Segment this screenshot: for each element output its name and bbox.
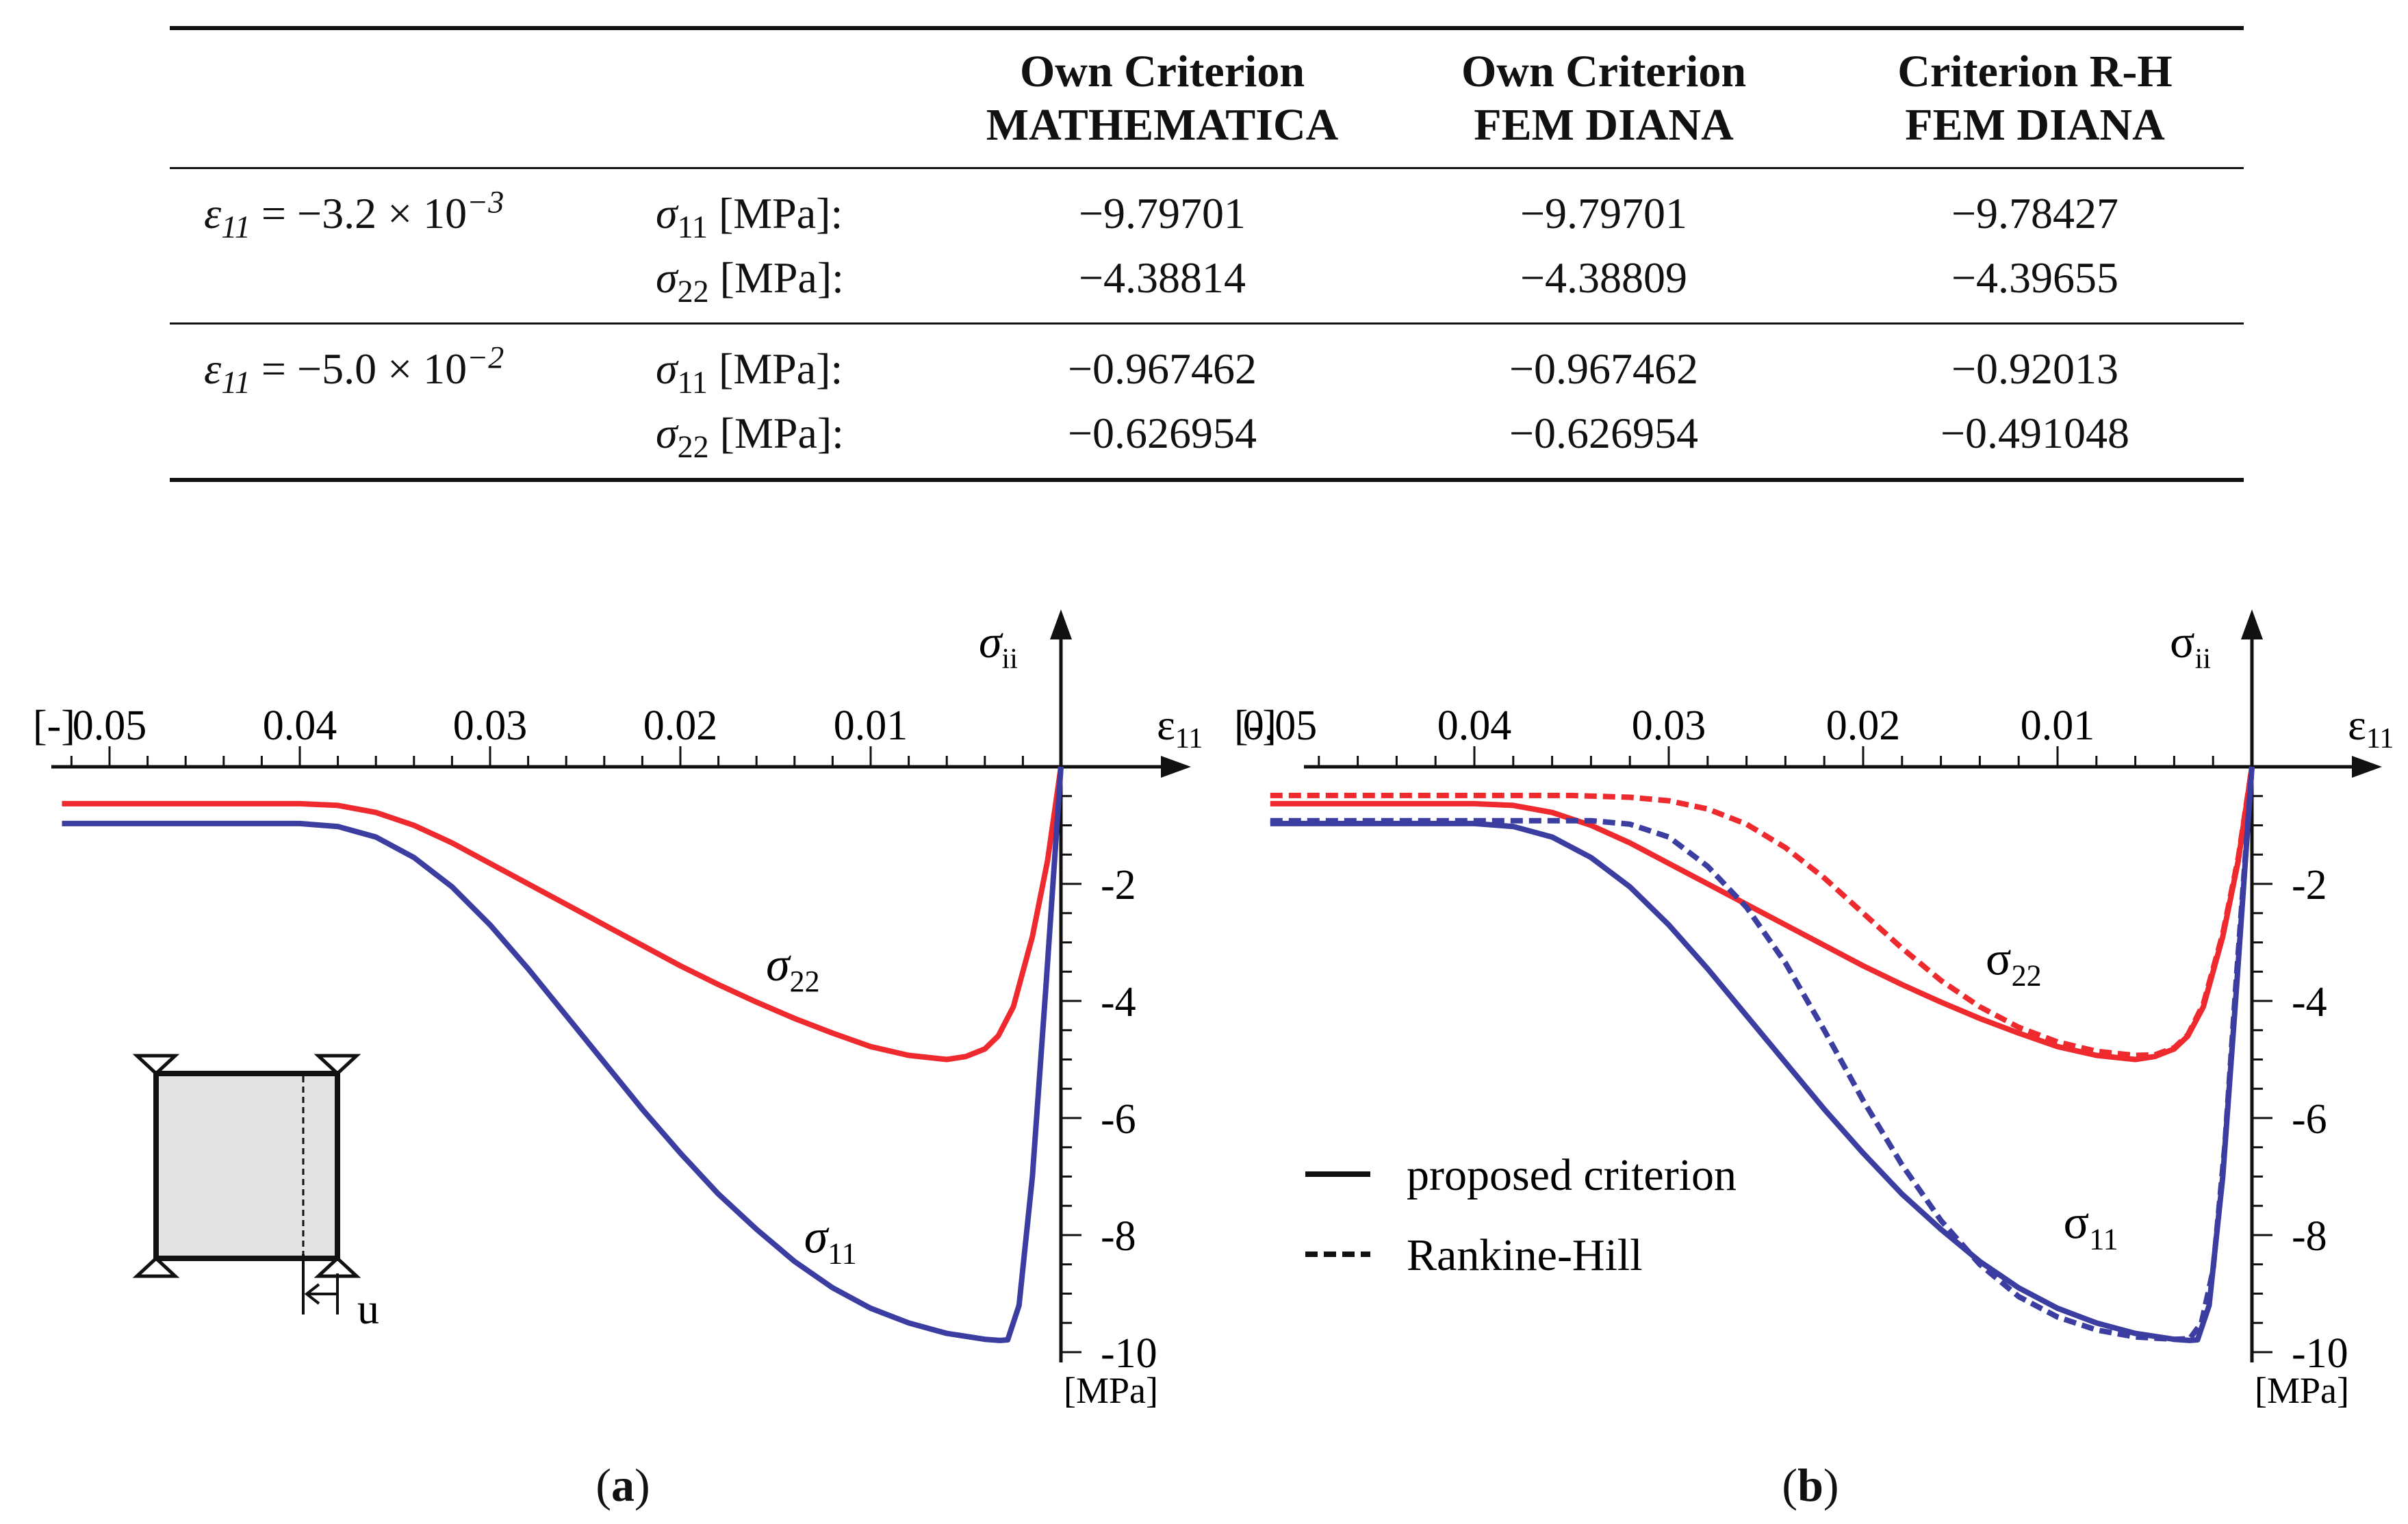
x-tick-label: 0.02 [643, 702, 718, 749]
series-line-σ22-Rankine-Hill [1270, 766, 2255, 1058]
strain-label-1: ε11 = −3.2 × 10−3 [204, 184, 504, 244]
strain-label-2: ε11 = −5.0 × 10−2 [204, 340, 504, 400]
table-row: ε11 = −5.0 × 10−2 σ11 [MPa]: −0.967462 −… [170, 323, 2244, 401]
stress-label: σ22 [MPa]: [656, 253, 844, 309]
y-axis-arrow [1050, 609, 1072, 639]
table-cell: −0.491048 [1940, 408, 2130, 457]
series-label-s11: σ11 [804, 1211, 857, 1271]
legend-label-rankine-hill: Rankine-Hill [1407, 1230, 1643, 1280]
caption-b: (b) [1782, 1459, 1839, 1511]
displacement-label: u [357, 1284, 379, 1333]
series-line-σ22 [62, 766, 1064, 1063]
stress-label: σ22 [MPa]: [656, 408, 844, 464]
specimen-inset: u [132, 1054, 379, 1333]
y-tick-label: -10 [1101, 1330, 1157, 1377]
table-cell: −0.626954 [1067, 408, 1257, 457]
y-axis-title: σii [979, 615, 1018, 675]
x-tick-label: 0.05 [1243, 702, 1318, 749]
table-cell: −4.38814 [1078, 253, 1246, 302]
series-line-σ11-proposed [1270, 766, 2255, 1343]
table-row: σ22 [MPa]: −0.626954 −0.626954 −0.491048 [170, 401, 2244, 480]
x-axis-arrow [1161, 756, 1191, 778]
caption-a: (a) [595, 1459, 650, 1511]
legend-label-proposed: proposed criterion [1407, 1150, 1737, 1200]
x-unit-label: [-] [33, 702, 75, 749]
y-tick-label: -10 [2292, 1330, 2348, 1377]
y-tick-label: -8 [2292, 1213, 2327, 1260]
table-cell: −4.39655 [1951, 253, 2119, 302]
x-tick-label: 0.04 [1437, 702, 1512, 749]
table-cell: −0.967462 [1509, 344, 1699, 393]
x-axis-title: ε11 [1157, 700, 1201, 754]
y-unit-label: [MPa] [2255, 1370, 2349, 1411]
y-axis-arrow [2241, 609, 2263, 639]
header-col-3: Criterion R-H FEM DIANA [1897, 47, 2173, 150]
series-line-σ22-proposed [1270, 766, 2255, 1063]
table-cell: −9.78427 [1951, 188, 2119, 238]
x-tick-label: 0.02 [1826, 702, 1901, 749]
y-unit-label: [MPa] [1064, 1370, 1158, 1411]
x-axis-title: ε11 [2348, 700, 2394, 754]
series-label-s22: σ22 [1986, 933, 2042, 993]
x-tick-label: 0.01 [2021, 702, 2095, 749]
chart-a: 0.05 0.04 0.03 0.02 0.01 [-] -2 -4 -6 -8 -10[MPa] ε… [33, 609, 1201, 1411]
header-col-1: Own Criterion MATHEMATICA [986, 47, 1339, 150]
displacement-arrow-head [304, 1283, 320, 1305]
series-label-s22: σ22 [766, 939, 820, 998]
support-top-right [313, 1054, 361, 1076]
stress-label: σ11 [MPa]: [656, 188, 843, 244]
table-row: ε11 = −3.2 × 10−3 σ11 [MPa]: −9.79701 −9… [170, 168, 2244, 246]
y-axis-title: σii [2170, 615, 2211, 675]
y-tick-label: -6 [1101, 1096, 1136, 1143]
series-line-σ11 [62, 766, 1064, 1343]
x-tick-label: 0.03 [453, 702, 528, 749]
support-top-left [132, 1054, 180, 1076]
stress-label: σ11 [MPa]: [656, 344, 843, 400]
x-axis-arrow [2352, 756, 2382, 778]
y-tick-label: -8 [1101, 1213, 1136, 1260]
table-cell: −9.79701 [1078, 188, 1246, 238]
series-label-s11: σ11 [2064, 1196, 2118, 1256]
header-empty-1 [170, 28, 656, 168]
header-col-2: Own Criterion FEM DIANA [1461, 47, 1747, 150]
y-tick-label: -4 [2292, 979, 2327, 1026]
y-tick-label: -6 [2292, 1096, 2327, 1143]
y-tick-label: -2 [1101, 862, 1136, 909]
table-cell: −0.967462 [1067, 344, 1257, 393]
table-cell: −0.626954 [1509, 408, 1699, 457]
header-empty-2 [656, 28, 943, 168]
results-table-container: Own Criterion MATHEMATICA Own Criterion FE… [170, 26, 2244, 482]
x-unit-label: [-] [1234, 702, 1277, 749]
y-tick-label: -2 [2292, 862, 2327, 909]
x-tick-label: 0.03 [1632, 702, 1706, 749]
series-line-σ11-Rankine-Hill [1270, 766, 2255, 1343]
specimen-body [153, 1071, 340, 1261]
x-tick-label: 0.04 [263, 702, 337, 749]
table-header-row: Own Criterion MATHEMATICA Own Criterion FE… [170, 28, 2244, 168]
x-tick-label: 0.01 [834, 702, 908, 749]
support-bottom-left [132, 1256, 180, 1278]
x-tick-label: 0.05 [73, 702, 147, 749]
table-row: σ22 [MPa]: −4.38814 −4.38809 −4.39655 [170, 246, 2244, 324]
results-table: Own Criterion MATHEMATICA Own Criterion FE… [170, 26, 2244, 482]
chart-b: 0.05 0.04 0.03 0.02 0.01 [-] -2 -4 -6 -8 -10[MPa] ε… [1234, 609, 2394, 1411]
table-cell: −9.79701 [1520, 188, 1688, 238]
table-cell: −4.38809 [1520, 253, 1688, 302]
y-tick-label: -4 [1101, 979, 1136, 1026]
table-cell: −0.92013 [1951, 344, 2119, 393]
